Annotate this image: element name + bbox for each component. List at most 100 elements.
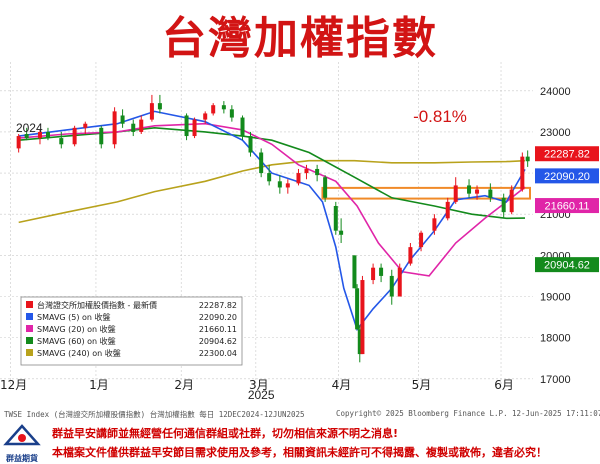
- candle-body: [520, 156, 525, 190]
- change-percent: -0.81%: [413, 107, 467, 126]
- footer-timestamp: 12-Jun-2025 17:11:07: [512, 409, 600, 418]
- candle-body: [339, 230, 344, 235]
- legend-label: 台灣證交所加權股價指數 - 最新價: [37, 300, 157, 310]
- candle-body: [131, 123, 136, 132]
- value-label-box: [535, 168, 599, 184]
- candle-body: [16, 136, 21, 149]
- candle-body: [525, 156, 530, 162]
- footer-source: TWSE Index (台灣證交所加權股價指數) 台灣加權指數 每日 12DEC…: [4, 410, 305, 419]
- candle-body: [192, 119, 197, 137]
- logo-text: 群益期貨: [6, 454, 38, 463]
- candle-body: [139, 119, 144, 132]
- candle-body: [259, 152, 264, 174]
- year-label: 2025: [248, 388, 275, 402]
- logo-mark-icon: [3, 424, 41, 446]
- y-tick-label: 23000: [540, 127, 571, 139]
- candle-body: [389, 275, 394, 297]
- candle-body: [45, 131, 50, 139]
- legend-swatch: [26, 313, 33, 320]
- x-tick-label: 5月: [412, 378, 432, 392]
- candle-body: [221, 105, 226, 110]
- value-label-box: [535, 146, 599, 162]
- value-label-text: 21660.11: [544, 201, 589, 213]
- legend: 台灣證交所加權股價指數 - 最新價 22287.82 SMAVG (5) on 收盤…: [20, 296, 243, 366]
- legend-label: SMAVG (240) on 收盤: [37, 348, 121, 358]
- price-chart: 2400023000220002100020000190001800017000…: [0, 62, 599, 408]
- brand-logo: 群益期貨: [2, 422, 42, 463]
- candle-body: [203, 113, 208, 120]
- candle-body: [184, 115, 189, 137]
- candle-body: [59, 138, 64, 145]
- candle-body: [83, 123, 88, 128]
- candle-body: [72, 127, 77, 145]
- value-label-box: [535, 198, 599, 214]
- disclaimer-area: 群益期貨 群益早安講師並無經營任何通信群組或社群，切勿相信來源不明之消息! 本檔…: [0, 420, 600, 464]
- legend-label: SMAVG (20) on 收盤: [37, 324, 116, 334]
- candle-body: [315, 168, 320, 176]
- candle-body: [488, 189, 493, 198]
- candle-body: [467, 185, 472, 194]
- right-value-labels: 22287.82 22090.20 21660.11 20904.62: [535, 146, 599, 273]
- legend-label: SMAVG (5) on 收盤: [37, 312, 111, 322]
- candle-body: [285, 183, 290, 188]
- legend-swatch: [26, 301, 33, 308]
- candle-body: [277, 181, 282, 188]
- grid: [0, 62, 533, 387]
- disclaimer-line-1: 群益早安講師並無經營任何通信群組或社群，切勿相信來源不明之消息!: [52, 427, 399, 440]
- candle-body: [453, 185, 458, 202]
- value-label-text: 20904.62: [544, 260, 590, 272]
- candle-body: [419, 232, 424, 248]
- candle-body: [248, 136, 253, 153]
- candle-body: [304, 168, 309, 174]
- footer-copyright: Copyright© 2025 Bloomberg Finance L.P.: [336, 409, 508, 418]
- candle-body: [24, 133, 29, 139]
- candle-body: [408, 247, 413, 264]
- x-tick-label: 12月: [0, 378, 27, 392]
- candle-body: [355, 288, 360, 330]
- candle-body: [157, 103, 162, 110]
- candle-body: [445, 201, 450, 219]
- legend-label: SMAVG (60) on 收盤: [37, 336, 116, 346]
- legend-swatch: [26, 349, 33, 356]
- disclaimer-line-2: 本檔案文件僅供群益早安節目需求使用及參考，相關資訊未經許可不得揭露、複製或散佈，…: [52, 446, 547, 459]
- y-tick-label: 17000: [540, 374, 571, 386]
- y-tick-label: 24000: [540, 86, 571, 98]
- legend-value: 21660.11: [199, 325, 237, 334]
- y-tick-label: 18000: [540, 333, 571, 345]
- candle-body: [99, 127, 104, 145]
- value-label-text: 22090.20: [544, 171, 590, 183]
- value-label-text: 22287.82: [544, 149, 590, 161]
- legend-swatch: [26, 325, 33, 332]
- chart-footer: TWSE Index (台灣證交所加權股價指數) 台灣加權指數 每日 12DEC…: [0, 407, 600, 421]
- year-label: 2024: [16, 121, 43, 135]
- candle-body: [112, 111, 117, 145]
- legend-swatch: [26, 337, 33, 344]
- x-axis-ticks: 12月 1月 2月 3月 4月 5月 6月: [0, 378, 514, 392]
- candle-body: [357, 329, 362, 355]
- highlight-band: [321, 186, 531, 200]
- legend-value: 22300.04: [199, 349, 237, 358]
- y-tick-label: 19000: [540, 291, 571, 303]
- value-label-box: [535, 257, 599, 273]
- candle-body: [371, 267, 376, 281]
- candle-body: [229, 109, 234, 118]
- candle-body: [352, 255, 357, 289]
- x-tick-label: 3月: [249, 378, 269, 392]
- candle-body: [149, 103, 154, 120]
- candle-body: [240, 117, 245, 137]
- candle-body: [397, 267, 402, 297]
- ma-line: [18, 159, 526, 224]
- candle-body: [120, 115, 125, 124]
- candle-body: [432, 218, 437, 231]
- candlesticks: [16, 94, 530, 363]
- x-tick-label: 6月: [494, 378, 514, 392]
- candle-body: [509, 189, 514, 213]
- candle-body: [296, 173, 301, 184]
- legend-value: 22090.20: [199, 313, 237, 322]
- legend-value: 22287.82: [199, 301, 237, 310]
- page-title: 台灣加權指數: [162, 13, 438, 64]
- candle-body: [475, 189, 480, 194]
- candle-body: [267, 173, 272, 182]
- candle-body: [323, 177, 328, 198]
- legend-value: 20904.62: [199, 337, 237, 346]
